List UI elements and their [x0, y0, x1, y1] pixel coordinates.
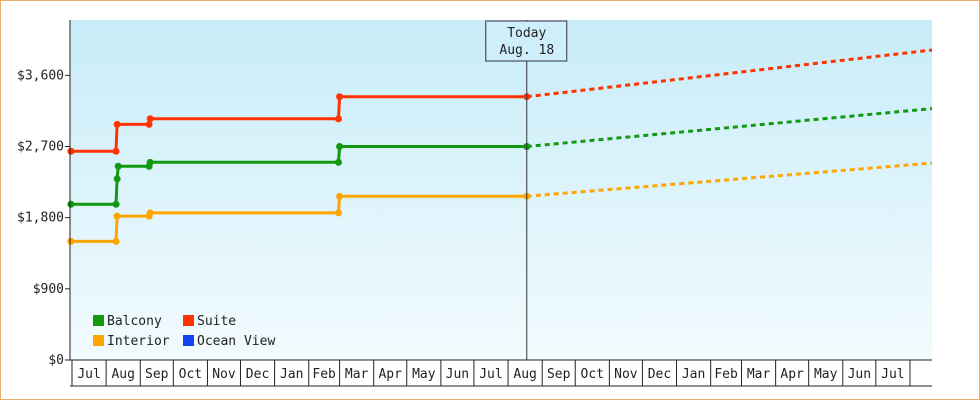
balcony-point: [113, 175, 121, 183]
balcony-point: [114, 162, 122, 170]
suite-point: [145, 120, 153, 128]
suite-point: [336, 93, 344, 101]
x-month-label: Feb: [312, 367, 336, 382]
x-month-label: Jan: [280, 367, 303, 382]
x-month-label: Mar: [747, 367, 771, 382]
suite-forecast-line: [526, 48, 933, 99]
x-month-label: Jul: [479, 367, 502, 382]
x-month-label: Jul: [881, 367, 904, 382]
legend-label-balcony: Balcony: [107, 314, 162, 329]
x-month-label: Sep: [145, 367, 169, 382]
y-tick-label: $3,600: [17, 68, 64, 83]
y-tick-label: $0: [48, 353, 64, 368]
today-callout-box: [485, 20, 568, 62]
x-month-label: May: [814, 367, 838, 382]
plot-area: [70, 20, 932, 360]
balcony-point: [146, 158, 154, 166]
balcony-point: [336, 143, 344, 151]
interior-point: [146, 209, 154, 217]
x-month-label: Jul: [77, 367, 100, 382]
legend-label-interior: Interior: [107, 334, 170, 349]
legend-label-suite: Suite: [197, 314, 236, 329]
suite-point: [146, 115, 154, 123]
balcony-point: [334, 158, 342, 166]
legend-swatch-interior: [93, 335, 104, 346]
suite-point: [112, 147, 120, 155]
suite-point: [334, 115, 342, 123]
suite-point: [67, 147, 75, 155]
suite-point: [113, 120, 121, 128]
balcony-point: [112, 200, 120, 208]
x-month-label: Jun: [848, 367, 871, 382]
x-month-label: Sep: [547, 367, 571, 382]
interior-point: [113, 212, 121, 220]
x-month-label: Dec: [648, 367, 671, 382]
x-month-label: Dec: [246, 367, 269, 382]
balcony-point: [67, 200, 75, 208]
y-tick-label: $900: [33, 282, 64, 297]
x-month-label: Nov: [614, 367, 638, 382]
x-month-label: Jun: [446, 367, 469, 382]
x-month-label: Oct: [179, 367, 202, 382]
legend-label-ocean-view: Ocean View: [197, 334, 275, 349]
interior-point: [67, 237, 75, 245]
today-callout-date: Aug. 18: [499, 43, 554, 58]
legend-swatch-ocean-view: [183, 335, 194, 346]
interior-point: [334, 209, 342, 217]
interior-point: [112, 237, 120, 245]
x-month-label: Oct: [581, 367, 604, 382]
x-month-label: Aug: [513, 367, 536, 382]
x-month-label: Nov: [212, 367, 236, 382]
x-month-label: Apr: [378, 367, 402, 382]
y-tick-label: $2,700: [17, 140, 64, 155]
x-month-label: Apr: [780, 367, 804, 382]
interior-forecast-line: [526, 161, 933, 198]
interior-point: [336, 192, 344, 200]
x-month-label: May: [412, 367, 436, 382]
y-tick-label: $1,800: [17, 211, 64, 226]
x-month-label: Aug: [111, 367, 134, 382]
x-month-label: Jan: [682, 367, 705, 382]
today-callout-label: Today: [507, 26, 546, 41]
x-month-label: Mar: [345, 367, 369, 382]
legend-swatch-suite: [183, 315, 194, 326]
balcony-forecast-line: [526, 107, 933, 148]
x-month-label: Feb: [714, 367, 738, 382]
legend-swatch-balcony: [93, 315, 104, 326]
